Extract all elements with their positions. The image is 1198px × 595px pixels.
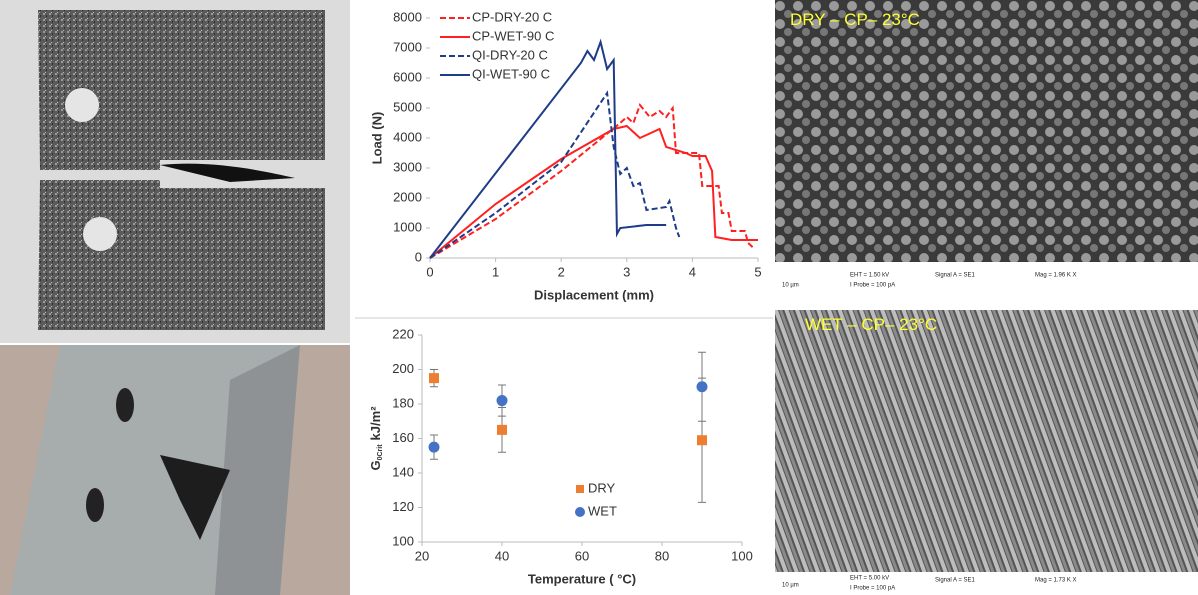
x-tick-label: 20 [415, 548, 429, 563]
specimen-photo-bent [0, 345, 350, 595]
y-tick-label: 100 [392, 533, 414, 548]
sem-image: WET – CP– 23°C 10 µm EHT = 5.00 kV I Pro… [775, 310, 1198, 595]
y-tick-label: 160 [392, 430, 414, 445]
sem-image: DRY – CP– 23°C 10 µm EHT = 1.50 kV I Pro… [775, 0, 1198, 300]
y-tick-label: 8000 [393, 9, 422, 24]
point [497, 395, 508, 406]
x-tick-label: 60 [575, 548, 589, 563]
info: Mag = 1.73 K X [1035, 578, 1077, 584]
legend-label: CP-DRY-20 C [472, 9, 552, 24]
x-tick-label: 40 [495, 548, 509, 563]
legend-label: QI-WET-90 C [472, 66, 550, 81]
info: I Probe = 100 pA [850, 586, 895, 592]
x-tick-label: 2 [558, 264, 565, 279]
point [497, 425, 507, 435]
x-tick-label: 80 [655, 548, 669, 563]
point [697, 435, 707, 445]
y-axis-label-main: G [368, 460, 383, 470]
legend-label: QI-DRY-20 C [472, 47, 548, 62]
scale-label: 10 µm [782, 583, 799, 589]
sem-label: DRY – CP– 23°C [790, 10, 920, 29]
y-tick-label: 1000 [393, 219, 422, 234]
x-tick-label: 5 [754, 264, 761, 279]
y-tick-label: 0 [415, 249, 422, 264]
x-axis-label: Temperature ( °C) [528, 571, 636, 586]
x-tick-label: 100 [731, 548, 753, 563]
info: I Probe = 100 pA [850, 283, 895, 289]
y-tick-label: 3000 [393, 159, 422, 174]
y-tick-label: 4000 [393, 129, 422, 144]
specimen-photo [0, 0, 350, 343]
y-tick-label: 120 [392, 499, 414, 514]
legend-label: WET [588, 503, 617, 518]
y-axis-label-sub: 0Crit [377, 444, 384, 461]
info: Mag = 1.96 K X [1035, 273, 1077, 279]
y-tick-label: 140 [392, 464, 414, 479]
y-tick-label: 2000 [393, 189, 422, 204]
info: Signal A = SE1 [935, 578, 976, 584]
y-tick-label: 180 [392, 395, 414, 410]
info: EHT = 1.50 kV [850, 273, 889, 279]
x-axis-label: Displacement (mm) [534, 287, 654, 302]
y-axis-label: Load (N) [369, 112, 384, 165]
x-tick-label: 3 [623, 264, 630, 279]
y-axis-label: G0Crit kJ/m² [368, 406, 383, 471]
y-tick-label: 200 [392, 361, 414, 376]
sem-label: WET – CP– 23°C [805, 315, 937, 334]
y-tick-label: 6000 [393, 69, 422, 84]
scale-label: 10 µm [782, 283, 799, 289]
y-axis-label-unit: kJ/m² [368, 406, 383, 441]
legend-swatch [576, 485, 584, 493]
info: EHT = 5.00 kV [850, 576, 889, 582]
legend-swatch [575, 507, 585, 517]
legend-label: DRY [588, 480, 616, 495]
point [697, 381, 708, 392]
info: Signal A = SE1 [935, 273, 976, 279]
point [429, 442, 440, 453]
x-tick-label: 0 [426, 264, 433, 279]
y-tick-label: 5000 [393, 99, 422, 114]
y-tick-label: 7000 [393, 39, 422, 54]
x-tick-label: 1 [492, 264, 499, 279]
y-tick-label: 220 [392, 326, 414, 341]
figure: DRY – CP– 23°C 10 µm EHT = 1.50 kV I Pro… [0, 0, 1198, 595]
legend-label: CP-WET-90 C [472, 28, 554, 43]
point [429, 373, 439, 383]
x-tick-label: 4 [689, 264, 696, 279]
